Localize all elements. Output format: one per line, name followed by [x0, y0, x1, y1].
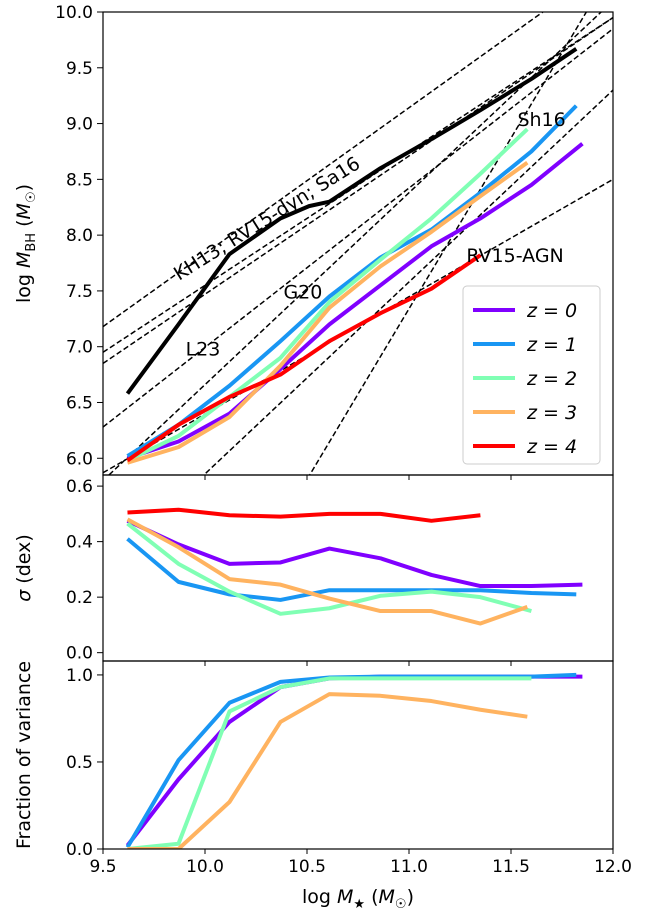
annotation-l23: L23	[186, 339, 221, 361]
relation-line-2	[103, 16, 613, 365]
xtick-label: 9.5	[89, 857, 116, 877]
xtick-label: 10.5	[288, 857, 326, 877]
top-ytick-label: 7.5	[66, 282, 93, 302]
middle-ytick-label: 0.0	[66, 644, 93, 664]
top-ytick-label: 10.0	[55, 3, 93, 23]
bottom-ytick-label: 1.0	[66, 666, 93, 686]
bottom-ytick-label: 0.0	[66, 840, 93, 860]
top-ytick-label: 7.0	[66, 338, 93, 358]
middle-series-z-3	[126, 517, 528, 626]
top-series-z-0	[126, 142, 584, 461]
middle-series-z-1	[126, 537, 577, 602]
bottom-series-z-3	[127, 692, 528, 849]
middle-ytick-label: 0.6	[66, 477, 93, 497]
middle-series-z-2	[126, 522, 532, 616]
xtick-label: 12.0	[594, 857, 632, 877]
top-ytick-label: 9.5	[66, 59, 93, 79]
middle-panel: 0.0 0.2 0.4 0.6 σ (dex)	[13, 474, 614, 664]
bottom-ylabel: Fraction of variance	[13, 661, 35, 849]
legend-label-z-4: z = 4	[526, 436, 577, 458]
top-ylabel: log MBH (M☉)	[13, 184, 39, 303]
bottom-panel: 0.0 0.5 1.0 Fraction of variance	[13, 660, 614, 860]
bottom-series-z-2	[127, 676, 532, 849]
relation-line-0	[103, 12, 545, 328]
legend-label-z-2: z = 2	[526, 368, 577, 390]
annotation-rv15-agn: RV15-AGN	[466, 245, 563, 267]
top-ytick-label: 6.5	[66, 393, 93, 413]
xtick-label: 10.0	[186, 857, 224, 877]
top-series-z-4	[126, 253, 482, 463]
legend-label-z-1: z = 1	[526, 334, 577, 356]
top-series-z-2	[126, 127, 529, 463]
bottom-ytick-label: 0.5	[66, 753, 93, 773]
top-ytick-label: 8.0	[66, 226, 93, 246]
top-ytick-label: 9.0	[66, 115, 93, 135]
annotation-kh13-rv15-dyn-sa16: KH13; RV15-dyn; Sa16	[170, 153, 364, 286]
bottom-frame	[102, 660, 614, 850]
xtick-label: 11.0	[390, 857, 428, 877]
middle-frame	[102, 474, 614, 662]
legend-box	[462, 285, 601, 465]
relation-line-1	[103, 16, 613, 353]
middle-series-z-0	[126, 518, 583, 589]
legend-label-z-0: z = 0	[526, 300, 577, 322]
relation-line-6	[202, 89, 613, 475]
middle-ytick-label: 0.2	[66, 588, 93, 608]
annotation-sh16: Sh16	[517, 109, 565, 131]
bottom-series-z-0	[125, 674, 583, 847]
middle-ylabel: σ (dex)	[13, 534, 35, 602]
xtick-label: 11.5	[492, 857, 530, 877]
x-axis-label: log M★ (M☉)	[302, 886, 414, 912]
bottom-plot-area	[125, 672, 583, 849]
middle-ytick-label: 0.4	[66, 533, 93, 553]
legend: z = 0 z = 1 z = 2 z = 3 z = 4	[462, 285, 601, 465]
middle-series-z-4	[127, 507, 481, 523]
middle-plot-area	[126, 507, 583, 626]
top-series-z-3	[126, 160, 529, 465]
top-ytick-label: 6.0	[66, 449, 93, 469]
annotation-g20: G20	[283, 282, 322, 304]
top-series-reference	[125, 47, 578, 395]
top-ytick-label: 8.5	[66, 170, 93, 190]
legend-label-z-3: z = 3	[526, 402, 577, 424]
top-series-z-1	[126, 104, 578, 458]
